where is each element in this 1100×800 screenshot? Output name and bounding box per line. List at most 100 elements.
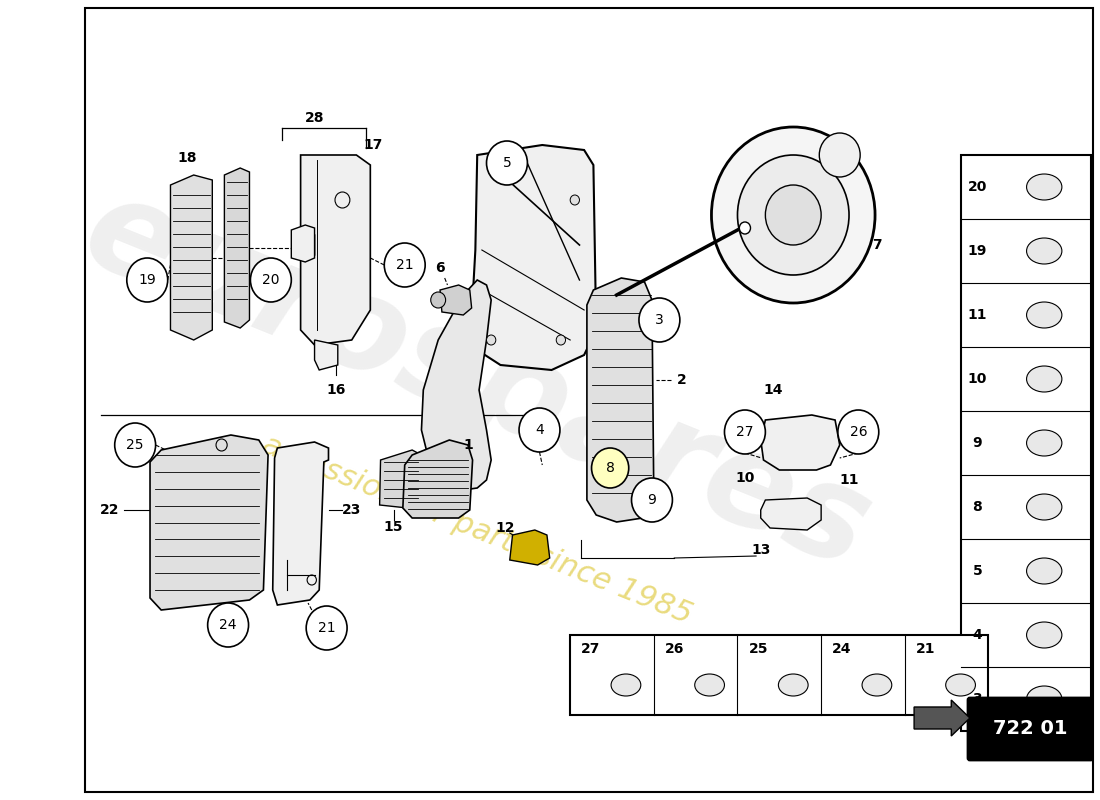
- FancyBboxPatch shape: [968, 698, 1092, 760]
- Text: 8: 8: [606, 461, 615, 475]
- Text: 15: 15: [384, 520, 404, 534]
- Text: 18: 18: [177, 151, 197, 165]
- Ellipse shape: [1026, 238, 1061, 264]
- Polygon shape: [403, 440, 473, 518]
- Text: 26: 26: [666, 642, 684, 656]
- Polygon shape: [761, 498, 821, 530]
- Text: 3: 3: [654, 313, 663, 327]
- Text: 12: 12: [495, 521, 515, 535]
- Circle shape: [557, 335, 565, 345]
- Polygon shape: [761, 415, 839, 470]
- Text: 11: 11: [968, 308, 987, 322]
- Polygon shape: [300, 155, 371, 345]
- Circle shape: [725, 410, 766, 454]
- Polygon shape: [379, 450, 421, 508]
- Ellipse shape: [1026, 686, 1061, 712]
- Text: 21: 21: [916, 642, 935, 656]
- Text: 10: 10: [968, 372, 987, 386]
- Text: 4: 4: [535, 423, 543, 437]
- Text: 1: 1: [463, 438, 473, 452]
- Text: 9: 9: [648, 493, 657, 507]
- Text: 13: 13: [751, 543, 770, 557]
- Circle shape: [251, 258, 292, 302]
- Polygon shape: [224, 168, 250, 328]
- Text: 11: 11: [839, 473, 859, 487]
- Text: 14: 14: [763, 383, 782, 397]
- Circle shape: [486, 141, 527, 185]
- Circle shape: [838, 410, 879, 454]
- Text: 27: 27: [581, 642, 601, 656]
- Ellipse shape: [1026, 430, 1061, 456]
- Circle shape: [592, 448, 629, 488]
- Text: 25: 25: [749, 642, 768, 656]
- Ellipse shape: [779, 674, 808, 696]
- Polygon shape: [150, 435, 268, 610]
- Text: eurospares: eurospares: [66, 165, 888, 595]
- Circle shape: [570, 195, 580, 205]
- Ellipse shape: [695, 674, 725, 696]
- Text: 20: 20: [968, 180, 987, 194]
- Circle shape: [496, 165, 505, 175]
- Circle shape: [384, 243, 426, 287]
- Bar: [960, 155, 1091, 731]
- Text: 19: 19: [968, 244, 987, 258]
- Ellipse shape: [1026, 174, 1061, 200]
- Ellipse shape: [1026, 558, 1061, 584]
- Text: 8: 8: [972, 500, 982, 514]
- Polygon shape: [587, 278, 653, 522]
- Text: 7: 7: [872, 238, 882, 252]
- Text: 4: 4: [972, 628, 982, 642]
- Polygon shape: [315, 340, 338, 370]
- Ellipse shape: [1026, 622, 1061, 648]
- Circle shape: [766, 185, 821, 245]
- Text: 9: 9: [972, 436, 982, 450]
- Circle shape: [820, 133, 860, 177]
- Ellipse shape: [1026, 494, 1061, 520]
- Text: 26: 26: [849, 425, 867, 439]
- Text: 2: 2: [676, 373, 686, 387]
- Text: 6: 6: [436, 261, 444, 275]
- Polygon shape: [292, 225, 315, 262]
- Text: 19: 19: [139, 273, 156, 287]
- Text: a passion for parts since 1985: a passion for parts since 1985: [258, 430, 696, 630]
- Text: 17: 17: [363, 138, 383, 152]
- Text: 23: 23: [342, 503, 362, 517]
- Circle shape: [519, 408, 560, 452]
- Text: 21: 21: [318, 621, 336, 635]
- Text: 24: 24: [219, 618, 236, 632]
- Circle shape: [737, 155, 849, 275]
- Polygon shape: [473, 145, 596, 370]
- Ellipse shape: [1026, 366, 1061, 392]
- Text: 10: 10: [735, 471, 755, 485]
- Circle shape: [126, 258, 167, 302]
- Circle shape: [631, 478, 672, 522]
- Polygon shape: [509, 530, 550, 565]
- Ellipse shape: [1026, 302, 1061, 328]
- Text: 25: 25: [126, 438, 144, 452]
- Bar: [570, 635, 989, 715]
- Text: 16: 16: [327, 383, 345, 397]
- Circle shape: [486, 335, 496, 345]
- Polygon shape: [421, 280, 492, 490]
- Circle shape: [114, 423, 155, 467]
- Circle shape: [306, 606, 348, 650]
- Polygon shape: [440, 285, 472, 315]
- Circle shape: [712, 127, 876, 303]
- Circle shape: [431, 292, 446, 308]
- Text: 722 01: 722 01: [993, 719, 1067, 738]
- Text: 27: 27: [736, 425, 754, 439]
- Text: 3: 3: [972, 692, 982, 706]
- Polygon shape: [914, 700, 970, 736]
- Text: 5: 5: [972, 564, 982, 578]
- Polygon shape: [170, 175, 212, 340]
- Circle shape: [739, 222, 750, 234]
- Text: 28: 28: [305, 111, 324, 125]
- Ellipse shape: [862, 674, 892, 696]
- Text: 24: 24: [833, 642, 851, 656]
- Text: 20: 20: [262, 273, 279, 287]
- Text: 22: 22: [100, 503, 119, 517]
- Text: 5: 5: [503, 156, 512, 170]
- Circle shape: [208, 603, 249, 647]
- Ellipse shape: [612, 674, 641, 696]
- Text: 21: 21: [396, 258, 414, 272]
